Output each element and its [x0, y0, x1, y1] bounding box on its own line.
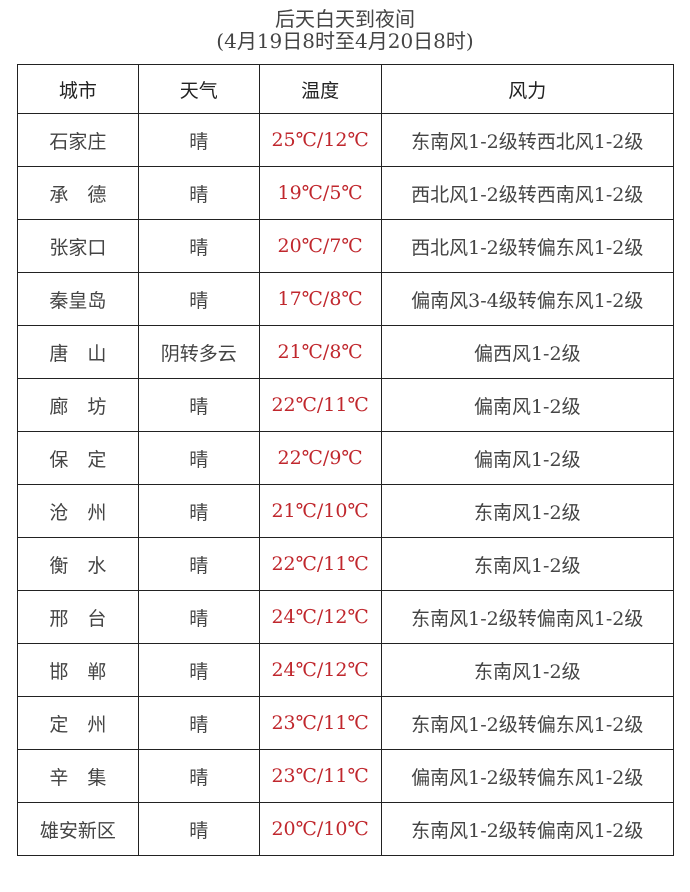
city-cell: 张家口: [17, 219, 139, 273]
page-title: 后天白天到夜间: [275, 7, 415, 31]
weather-cell: 晴: [137, 643, 260, 697]
city-cell: 石家庄: [17, 113, 139, 167]
table-row: 衡 水晴 22℃/11℃ 东南风1-2级: [17, 537, 675, 591]
wind-cell: 东南风1-2级转偏南风1-2级: [380, 590, 675, 644]
temperature-cell: 22℃/9℃: [258, 431, 382, 485]
temperature-cell: 17℃/8℃: [258, 272, 382, 326]
table-row: 廊 坊晴 22℃/11℃ 偏南风1-2级: [17, 378, 675, 432]
temperature-cell: 20℃/10℃: [258, 802, 382, 856]
city-cell: 邯 郸: [17, 643, 139, 697]
table-row: 雄安新区晴 20℃/10℃ 东南风1-2级转偏南风1-2级: [17, 802, 675, 856]
temperature-cell: 25℃/12℃: [258, 113, 382, 167]
header-weather: 天气: [137, 64, 260, 114]
city-cell: 衡 水: [17, 537, 139, 591]
table-row: 邢 台晴 24℃/12℃ 东南风1-2级转偏南风1-2级: [17, 590, 675, 644]
table-row: 张家口晴 20℃/7℃ 西北风1-2级转偏东风1-2级: [17, 219, 675, 273]
table-row: 沧 州晴 21℃/10℃ 东南风1-2级: [17, 484, 675, 538]
weather-cell: 晴: [137, 431, 260, 485]
wind-cell: 东南风1-2级转西北风1-2级: [380, 113, 675, 167]
wind-cell: 东南风1-2级: [380, 484, 675, 538]
weather-cell: 阴转多云: [137, 325, 260, 379]
weather-cell: 晴: [137, 166, 260, 220]
weather-cell: 晴: [137, 219, 260, 273]
wind-cell: 东南风1-2级: [380, 537, 675, 591]
table-row: 石家庄晴 25℃/12℃ 东南风1-2级转西北风1-2级: [17, 113, 675, 167]
weather-cell: 晴: [137, 113, 260, 167]
forecast-table: 城市 天气 温度 风力 石家庄晴 25℃/12℃ 东南风1-2级转西北风1-2级承 …: [17, 64, 675, 856]
table-row: 承 德晴 19℃/5℃ 西北风1-2级转西南风1-2级: [17, 166, 675, 220]
temperature-cell: 19℃/5℃: [258, 166, 382, 220]
weather-cell: 晴: [137, 272, 260, 326]
weather-cell: 晴: [137, 749, 260, 803]
weather-cell: 晴: [137, 696, 260, 750]
wind-cell: 东南风1-2级转偏南风1-2级: [380, 802, 675, 856]
temperature-cell: 22℃/11℃: [258, 537, 382, 591]
city-cell: 沧 州: [17, 484, 139, 538]
wind-cell: 偏南风1-2级转偏东风1-2级: [380, 749, 675, 803]
wind-cell: 偏西风1-2级: [380, 325, 675, 379]
header-wind: 风力: [380, 64, 675, 114]
temperature-cell: 21℃/10℃: [258, 484, 382, 538]
city-cell: 秦皇岛: [17, 272, 139, 326]
city-cell: 辛 集: [17, 749, 139, 803]
temperature-cell: 24℃/12℃: [258, 590, 382, 644]
city-cell: 定 州: [17, 696, 139, 750]
weather-cell: 晴: [137, 537, 260, 591]
temperature-cell: 20℃/7℃: [258, 219, 382, 273]
table-header-row: 城市 天气 温度 风力: [17, 64, 675, 114]
wind-cell: 偏南风3-4级转偏东风1-2级: [380, 272, 675, 326]
table-row: 辛 集晴 23℃/11℃ 偏南风1-2级转偏东风1-2级: [17, 749, 675, 803]
table-row: 保 定晴 22℃/9℃ 偏南风1-2级: [17, 431, 675, 485]
wind-cell: 东南风1-2级转偏东风1-2级: [380, 696, 675, 750]
header-city: 城市: [17, 64, 139, 114]
wind-cell: 偏南风1-2级: [380, 431, 675, 485]
temperature-cell: 22℃/11℃: [258, 378, 382, 432]
temperature-cell: 23℃/11℃: [258, 749, 382, 803]
city-cell: 保 定: [17, 431, 139, 485]
wind-cell: 偏南风1-2级: [380, 378, 675, 432]
header-temperature: 温度: [258, 64, 382, 114]
weather-cell: 晴: [137, 802, 260, 856]
table-row: 唐 山阴转多云 21℃/8℃ 偏西风1-2级: [17, 325, 675, 379]
temperature-cell: 24℃/12℃: [258, 643, 382, 697]
table-row: 秦皇岛晴 17℃/8℃ 偏南风3-4级转偏东风1-2级: [17, 272, 675, 326]
city-cell: 唐 山: [17, 325, 139, 379]
wind-cell: 东南风1-2级: [380, 643, 675, 697]
temperature-cell: 21℃/8℃: [258, 325, 382, 379]
weather-cell: 晴: [137, 378, 260, 432]
weather-cell: 晴: [137, 590, 260, 644]
city-cell: 廊 坊: [17, 378, 139, 432]
city-cell: 邢 台: [17, 590, 139, 644]
wind-cell: 西北风1-2级转偏东风1-2级: [380, 219, 675, 273]
city-cell: 承 德: [17, 166, 139, 220]
table-row: 邯 郸晴 24℃/12℃ 东南风1-2级: [17, 643, 675, 697]
table-row: 定 州晴 23℃/11℃ 东南风1-2级转偏东风1-2级: [17, 696, 675, 750]
city-cell: 雄安新区: [17, 802, 139, 856]
page-subtitle: (4月19日8时至4月20日8时): [216, 29, 474, 53]
weather-cell: 晴: [137, 484, 260, 538]
temperature-cell: 23℃/11℃: [258, 696, 382, 750]
wind-cell: 西北风1-2级转西南风1-2级: [380, 166, 675, 220]
